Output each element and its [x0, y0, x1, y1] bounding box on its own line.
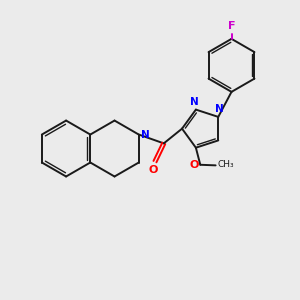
- Text: CH₃: CH₃: [217, 160, 234, 169]
- Text: N: N: [141, 130, 150, 140]
- Text: N: N: [190, 97, 199, 107]
- Text: F: F: [228, 22, 235, 32]
- Text: O: O: [189, 160, 199, 170]
- Text: O: O: [149, 165, 158, 175]
- Text: N: N: [215, 104, 224, 114]
